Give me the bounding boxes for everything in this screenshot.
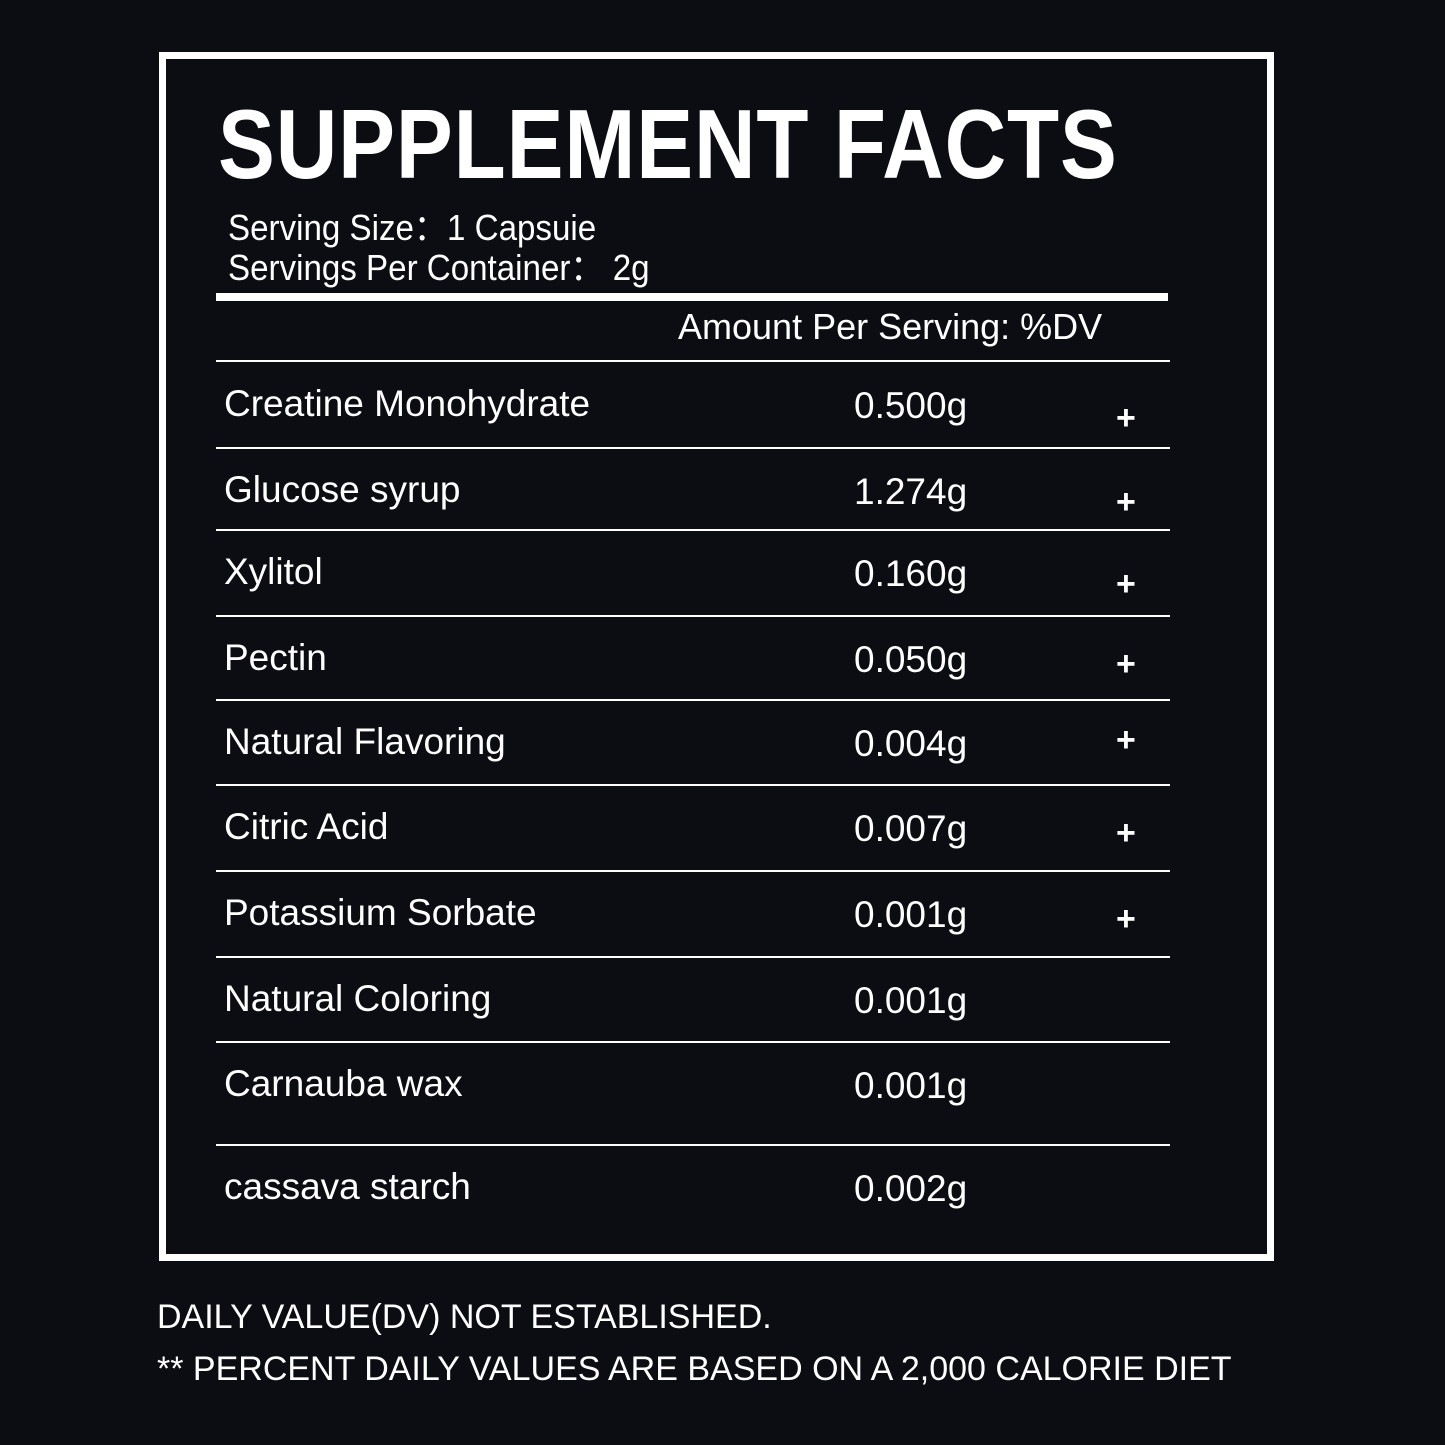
ingredient-name: Natural Flavoring (224, 721, 506, 762)
ingredient-row: Xylitol 0.160g + (216, 531, 1170, 617)
ingredient-row: Creatine Monohydrate 0.500g + (216, 363, 1170, 449)
divider (216, 956, 1170, 958)
footnote-dv: DAILY VALUE(DV) NOT ESTABLISHED. (157, 1298, 772, 1336)
dv-mark: + (1116, 645, 1136, 683)
dv-mark: + (1116, 814, 1136, 852)
ingredient-row: Natural Coloring 0.001g (216, 958, 1170, 1044)
divider (216, 360, 1170, 362)
ingredient-amount: 0.500g (854, 385, 968, 426)
ingredient-name: cassava starch (224, 1166, 471, 1207)
divider (216, 615, 1170, 617)
ingredient-amount: 0.050g (854, 639, 968, 680)
ingredient-amount: 1.274g (854, 471, 968, 512)
ingredient-amount: 0.007g (854, 808, 968, 849)
ingredient-row: Natural Flavoring 0.004g + (216, 701, 1170, 787)
ingredient-row: Potassium Sorbate 0.001g + (216, 872, 1170, 958)
dv-mark: + (1116, 483, 1136, 521)
ingredient-name: Potassium Sorbate (224, 892, 537, 933)
dv-mark: + (1116, 721, 1136, 759)
ingredient-name: Citric Acid (224, 806, 389, 847)
ingredient-amount: 0.001g (854, 894, 968, 935)
divider (216, 1041, 1170, 1043)
ingredient-row: cassava starch 0.002g (216, 1146, 1170, 1232)
ingredient-row: Citric Acid 0.007g + (216, 786, 1170, 872)
footnote-percent: ** PERCENT DAILY VALUES ARE BASED ON A 2… (157, 1350, 1232, 1388)
divider (216, 784, 1170, 786)
divider (216, 1144, 1170, 1146)
divider (216, 870, 1170, 872)
ingredient-name: Carnauba wax (224, 1063, 463, 1104)
serving-size: Serving Size：1 Capsuie (228, 207, 597, 248)
divider (216, 447, 1170, 449)
amount-per-serving-header: Amount Per Serving: %DV (678, 306, 1103, 347)
ingredient-row: Pectin 0.050g + (216, 617, 1170, 703)
dv-mark: + (1116, 399, 1136, 437)
ingredient-name: Pectin (224, 637, 327, 678)
ingredient-amount: 0.004g (854, 723, 968, 764)
ingredient-name: Creatine Monohydrate (224, 383, 591, 424)
ingredient-amount: 0.001g (854, 1065, 968, 1106)
ingredient-name: Xylitol (224, 551, 323, 592)
divider (216, 529, 1170, 531)
dv-mark: + (1116, 900, 1136, 938)
ingredient-amount: 0.001g (854, 980, 968, 1021)
panel-title: SUPPLEMENT FACTS (218, 89, 1118, 199)
ingredient-row: Glucose syrup 1.274g + (216, 449, 1170, 535)
ingredient-name: Natural Coloring (224, 978, 492, 1019)
ingredient-amount: 0.002g (854, 1168, 968, 1209)
ingredient-amount: 0.160g (854, 553, 968, 594)
divider-thick (216, 293, 1168, 301)
ingredient-row: Carnauba wax 0.001g (216, 1043, 1170, 1129)
facts-panel-border (159, 52, 1274, 1261)
ingredient-name: Glucose syrup (224, 469, 461, 510)
divider (216, 699, 1170, 701)
dv-mark: + (1116, 565, 1136, 603)
servings-per-container: Servings Per Container： 2g (228, 247, 650, 288)
